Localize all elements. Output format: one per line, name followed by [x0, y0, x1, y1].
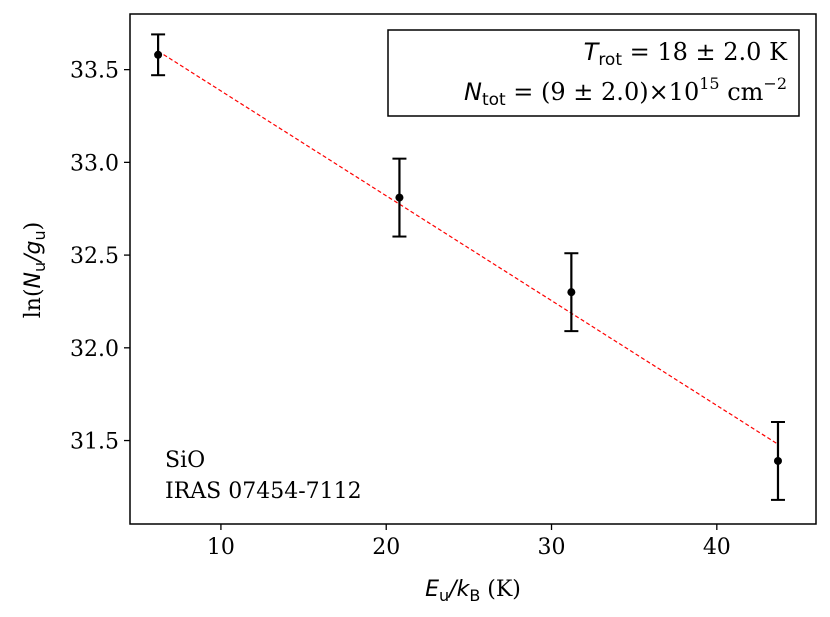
data-points: [151, 33, 785, 501]
plot-frame: [129, 13, 817, 525]
y-axis-label: ln(Nu/gu): [21, 222, 49, 319]
ylabel-sub-u: u: [30, 262, 49, 272]
fit-line-group: [157, 50, 779, 445]
data-point: [773, 456, 782, 465]
legend-trot-sub: rot: [598, 50, 622, 70]
xlabel-unit: (K): [480, 577, 521, 602]
x-tick-label: 20: [372, 535, 400, 560]
x-tick-label: 30: [538, 535, 566, 560]
x-axis-label: Eu/kB (K): [425, 577, 521, 605]
legend-box: [387, 29, 800, 117]
y-axis-ticks: 31.5 32.0 32.5 33.0 33.5: [70, 59, 130, 455]
data-point: [154, 50, 163, 59]
xlabel-sub-b: B: [469, 586, 480, 605]
xlabel-e: E: [425, 577, 439, 602]
data-point: [395, 193, 404, 202]
legend-ntot-exp: 15: [699, 74, 719, 93]
y-tick-label: 33.5: [70, 59, 119, 84]
ylabel-prefix: ln(: [21, 288, 46, 318]
legend-line-2: Ntot = (9 ± 2.0)×1015 cm−2: [464, 74, 787, 110]
xlabel-slash: /: [447, 577, 459, 602]
ylabel-slash: /: [21, 252, 46, 264]
legend-ntot-unit: cm: [720, 78, 764, 106]
x-tick-label: 10: [207, 535, 235, 560]
legend-ntot-sub: tot: [482, 90, 506, 110]
legend-ntot-symbol: N: [464, 78, 482, 106]
fit-line: [157, 50, 779, 445]
ylabel-sub-u2: u: [30, 230, 49, 240]
annotation-source: IRAS 07454-7112: [165, 479, 362, 504]
ylabel-g: g: [21, 240, 46, 254]
y-tick-label: 32.0: [70, 337, 119, 362]
xlabel-k: k: [457, 577, 471, 602]
xlabel-sub-u: u: [439, 586, 449, 605]
data-point: [567, 288, 576, 297]
legend-ntot-unit-exp: −2: [763, 74, 787, 93]
legend: Trot = 18 ± 2.0 K Ntot = (9 ± 2.0)×1015 …: [387, 29, 800, 117]
y-tick-label: 31.5: [70, 430, 119, 455]
ylabel-n: N: [21, 272, 46, 288]
y-tick-label: 33.0: [70, 151, 119, 176]
legend-trot-symbol: T: [584, 38, 601, 66]
annotation-molecule: SiO: [165, 448, 205, 473]
legend-line-1: Trot = 18 ± 2.0 K: [584, 38, 788, 70]
legend-trot-value: = 18 ± 2.0 K: [622, 38, 788, 66]
y-tick-label: 32.5: [70, 244, 119, 269]
x-tick-label: 40: [703, 535, 731, 560]
x-axis-ticks: 10 20 30 40: [207, 524, 731, 560]
legend-ntot-value: = (9 ± 2.0)×10: [506, 78, 700, 106]
ylabel-suffix: ): [21, 222, 46, 231]
